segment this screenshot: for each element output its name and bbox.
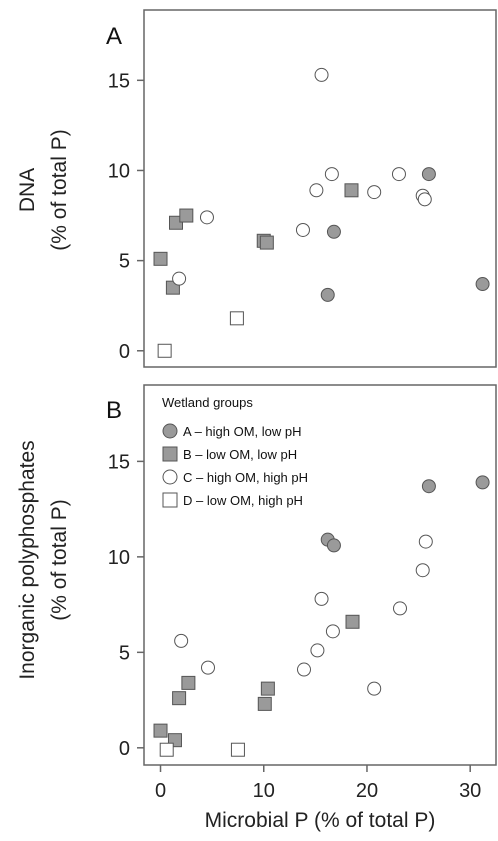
panel-b-points: [153, 475, 490, 757]
panel-a-point-group-c: [199, 210, 214, 225]
panel-b-point-group-c: [393, 601, 407, 616]
legend-entries: A – high OM, low pH B – low OM, low pH C –…: [162, 423, 308, 508]
panel-b-point-group-a: [421, 479, 436, 494]
panel-a: A DNA (% of total P) 0 5 10 15: [16, 9, 497, 368]
legend-marker-b: [162, 446, 178, 462]
legend-label-c: C – high OM, high pH: [183, 470, 308, 485]
panel-b-x-ticks: 0 10 20 30: [155, 765, 481, 802]
panel-b-point-group-c: [415, 563, 430, 578]
panel-a-point-group-a: [475, 277, 490, 292]
panel-b-point-group-c: [297, 662, 311, 677]
panel-a-point-group-c: [309, 183, 324, 198]
panel-b-point-group-b: [257, 696, 272, 711]
panel-b-point-group-c: [325, 624, 340, 639]
panel-a-point-group-d: [157, 343, 172, 358]
panel-b-point-group-c: [314, 591, 329, 606]
panel-b-x-tick-label: 0: [155, 780, 166, 802]
panel-b-y-tick-label: 15: [108, 451, 130, 473]
panel-b-point-group-c: [418, 534, 433, 549]
panel-a-y-tick-label: 5: [119, 251, 130, 273]
panel-b-point-group-c: [310, 643, 325, 658]
panel-a-point-group-a: [326, 224, 341, 239]
panel-b-point-group-b: [172, 691, 187, 706]
legend-marker-c: [162, 469, 178, 485]
panel-a-point-group-b: [179, 208, 194, 223]
legend-marker-a: [162, 423, 178, 439]
panel-b-y-tick-label: 0: [119, 738, 130, 760]
panel-a-point-group-c: [324, 167, 339, 182]
legend-label-a: A – high OM, low pH: [183, 424, 302, 439]
panel-a-ylabel-line1: DNA: [16, 168, 39, 212]
panel-a-point-group-c: [172, 271, 187, 286]
panel-a-point-group-a: [421, 167, 436, 182]
panel-a-point-group-a: [320, 287, 335, 302]
panel-a-point-group-b: [153, 251, 168, 266]
panel-a-point-group-b: [259, 235, 274, 250]
legend-label-d: D – low OM, high pH: [183, 493, 303, 508]
panel-b-point-group-a: [475, 475, 490, 490]
panel-a-ylabel-line2: (% of total P): [48, 129, 71, 250]
panel-a-point-group-c: [391, 167, 406, 182]
panel-b: B Inorganic polyphosphates (% of total P…: [16, 384, 497, 832]
panel-b-point-group-d: [230, 742, 245, 757]
panel-b-label: B: [106, 397, 122, 424]
panel-a-points: [153, 67, 490, 358]
panel-b-point-group-b: [345, 614, 360, 629]
panel-a-y-ticks: 0 5 10 15: [108, 70, 144, 363]
panel-b-y-tick-label: 10: [108, 547, 130, 569]
panel-b-ylabel-line2: (% of total P): [48, 499, 71, 620]
panel-a-point-group-c: [295, 222, 310, 237]
panel-a-point-group-c: [314, 67, 329, 82]
panel-b-point-group-b: [181, 675, 196, 690]
legend-label-b: B – low OM, low pH: [183, 447, 297, 462]
x-axis-label: Microbial P (% of total P): [205, 809, 436, 832]
legend-marker-d: [162, 492, 178, 508]
panel-b-point-group-c: [367, 681, 382, 696]
panel-b-point-group-a: [326, 538, 341, 553]
panel-b-frame: [143, 384, 497, 766]
panel-a-point-group-b: [169, 215, 183, 230]
panel-b-point-group-c: [201, 660, 215, 675]
panel-b-x-tick-label: 10: [253, 780, 275, 802]
panel-a-y-tick-label: 10: [108, 160, 130, 182]
panel-b-y-tick-label: 5: [119, 642, 130, 664]
panel-b-point-group-d: [159, 742, 174, 757]
panel-b-x-tick-label: 20: [356, 780, 378, 802]
panel-b-y-ticks: 0 5 10 15: [108, 451, 144, 760]
panel-a-point-group-c: [417, 192, 432, 207]
legend-title: Wetland groups: [162, 395, 253, 410]
panel-b-ylabel-line1: Inorganic polyphosphates: [16, 440, 39, 679]
panel-a-point-group-c: [367, 185, 382, 200]
panel-a-label: A: [106, 23, 122, 50]
legend: Wetland groups A – high OM, low pH B – lo…: [162, 395, 308, 508]
panel-a-y-tick-label: 15: [108, 70, 130, 92]
panel-b-point-group-c: [174, 633, 189, 648]
panel-a-point-group-b: [344, 183, 359, 198]
panel-a-y-tick-label: 0: [119, 341, 130, 363]
panel-b-point-group-b: [260, 681, 275, 696]
panel-b-point-group-b: [153, 723, 168, 738]
panel-a-frame: [143, 9, 497, 368]
panel-b-x-tick-label: 30: [459, 780, 481, 802]
panel-a-point-group-d: [229, 311, 244, 326]
